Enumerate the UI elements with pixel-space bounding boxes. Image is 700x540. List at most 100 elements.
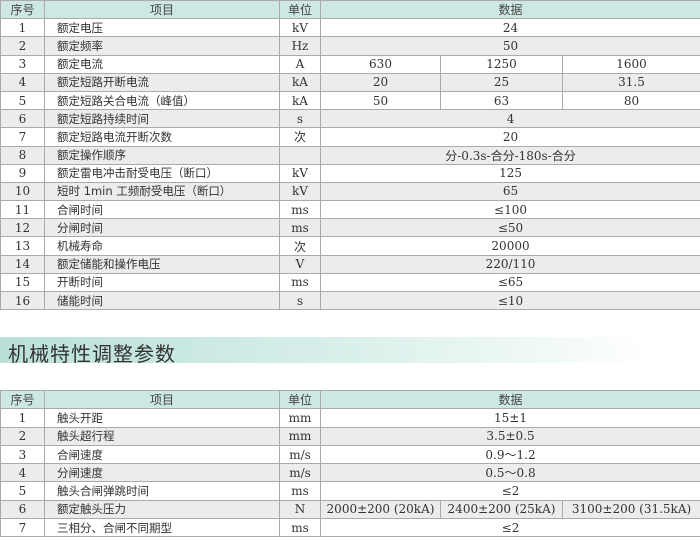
unit: ms <box>279 218 321 238</box>
table-row: 12 分闸时间 ms ≤50 <box>0 218 700 238</box>
data-value: 220/110 <box>319 254 700 274</box>
table-row: 2 额定频率 Hz 50 <box>0 36 700 56</box>
data-value: 125 <box>319 163 700 183</box>
data-value: 1250 <box>440 54 563 74</box>
data-value: 3.5±0.5 <box>319 426 700 446</box>
table-row: 15 开断时间 ms ≤65 <box>0 272 700 293</box>
unit: m/s <box>279 444 321 465</box>
item-name: 额定频率 <box>44 36 280 56</box>
item-name: 分闸速度 <box>44 463 280 483</box>
data-value: 分-0.3s-合分-180s-合分 <box>319 145 700 165</box>
unit: kA <box>279 72 321 92</box>
unit: A <box>279 54 321 74</box>
row-number: 14 <box>0 254 45 274</box>
table-row: 7 三相分、合闸不同期型 ms ≤2 <box>0 518 700 538</box>
item-name: 额定电压 <box>44 18 280 38</box>
unit: ms <box>279 272 321 293</box>
data-value: ≤10 <box>319 290 700 311</box>
table-row: 4 分闸速度 m/s 0.5～0.8 <box>0 463 700 483</box>
unit: 次 <box>279 236 321 256</box>
item-name: 三相分、合闸不同期型 <box>44 518 280 538</box>
row-number: 3 <box>0 54 45 74</box>
data-value: 3100±200 (31.5kA) <box>561 499 700 520</box>
table-row: 3 合闸速度 m/s 0.9～1.2 <box>0 444 700 465</box>
rated-parameters-table: 序号 项目 单位 数据 1 额定电压 kV 24 2 额定频率 Hz 50 3 额定电流 A 630 1250 1… <box>0 0 700 311</box>
row-number: 7 <box>0 127 45 147</box>
item-name: 额定操作顺序 <box>44 145 280 165</box>
unit: kV <box>279 163 321 183</box>
row-number: 16 <box>0 290 45 311</box>
row-number: 10 <box>0 181 45 202</box>
unit: Hz <box>279 36 321 56</box>
data-value: ≤100 <box>319 200 700 220</box>
data-value: 4 <box>319 109 700 129</box>
column-header: 单位 <box>279 0 321 20</box>
item-name: 储能时间 <box>44 290 280 311</box>
item-name: 开断时间 <box>44 272 280 293</box>
unit: m/s <box>279 463 321 483</box>
table-row: 11 合闸时间 ms ≤100 <box>0 200 700 220</box>
unit: mm <box>279 426 321 446</box>
row-number: 12 <box>0 218 45 238</box>
column-header: 单位 <box>279 389 321 410</box>
unit: N <box>279 499 321 520</box>
item-name: 额定短路关合电流（峰值） <box>44 90 280 111</box>
unit: kV <box>279 181 321 202</box>
unit: ms <box>279 200 321 220</box>
row-number: 7 <box>0 518 45 538</box>
row-number: 5 <box>0 481 45 501</box>
row-number: 2 <box>0 426 45 446</box>
table-row: 16 储能时间 s ≤10 <box>0 290 700 311</box>
data-value: 20 <box>319 127 700 147</box>
column-header: 序号 <box>0 0 45 20</box>
data-value: 15±1 <box>319 408 700 428</box>
column-header: 序号 <box>0 389 45 410</box>
row-number: 1 <box>0 18 45 38</box>
data-value: 630 <box>320 54 441 74</box>
item-name: 额定电流 <box>44 54 280 74</box>
data-value: 20000 <box>319 236 700 256</box>
row-number: 9 <box>0 163 45 183</box>
table-row: 8 额定操作顺序 分-0.3s-合分-180s-合分 <box>0 145 700 165</box>
data-value: ≤2 <box>319 518 700 538</box>
row-number: 6 <box>0 109 45 129</box>
row-number: 1 <box>0 408 45 428</box>
item-name: 触头合闸弹跳时间 <box>44 481 280 501</box>
table-row: 10 短时 1min 工频耐受电压（断口） kV 65 <box>0 181 700 202</box>
item-name: 合闸速度 <box>44 444 280 465</box>
item-name: 额定触头压力 <box>44 499 280 520</box>
header-row: 序号 项目 单位 数据 <box>0 389 700 410</box>
row-number: 15 <box>0 272 45 293</box>
data-value: 0.5～0.8 <box>319 463 700 483</box>
item-name: 额定短路持续时间 <box>44 109 280 129</box>
unit: kA <box>279 90 321 111</box>
column-header: 项目 <box>44 0 280 20</box>
column-header: 数据 <box>319 0 700 20</box>
row-number: 8 <box>0 145 45 165</box>
data-value: ≤65 <box>319 272 700 293</box>
item-name: 额定短路电流开断次数 <box>44 127 280 147</box>
column-header: 项目 <box>44 389 280 410</box>
table-row: 6 额定短路持续时间 s 4 <box>0 109 700 129</box>
row-number: 4 <box>0 463 45 483</box>
table-row: 4 额定短路开断电流 kA 20 25 31.5 <box>0 72 700 92</box>
table-row: 5 触头合闸弹跳时间 ms ≤2 <box>0 481 700 501</box>
item-name: 合闸时间 <box>44 200 280 220</box>
data-value: 2400±200 (25kA) <box>440 499 563 520</box>
table-row: 3 额定电流 A 630 1250 1600 <box>0 54 700 74</box>
unit: s <box>279 290 321 311</box>
table-row: 13 机械寿命次 20000 <box>0 236 700 256</box>
unit: mm <box>279 408 321 428</box>
row-number: 3 <box>0 444 45 465</box>
data-value: ≤2 <box>319 481 700 501</box>
data-value: 50 <box>320 90 441 111</box>
column-header: 数据 <box>319 389 700 410</box>
data-value: 24 <box>319 18 700 38</box>
unit <box>279 145 321 165</box>
data-value: 31.5 <box>561 72 700 92</box>
section-title-band <box>0 337 700 363</box>
data-value: 1600 <box>561 54 700 74</box>
unit: V <box>279 254 321 274</box>
table-row: 1 额定电压 kV 24 <box>0 18 700 38</box>
data-value: 0.9～1.2 <box>319 444 700 465</box>
